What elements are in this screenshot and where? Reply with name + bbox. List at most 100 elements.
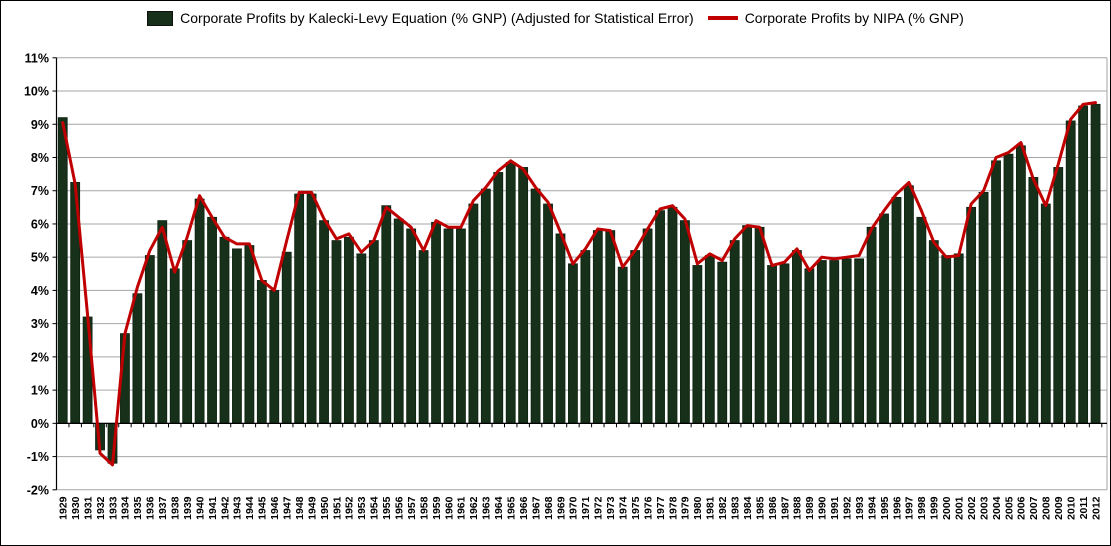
x-tick-label: 1952 bbox=[344, 496, 356, 520]
x-tick-label: 1939 bbox=[182, 496, 194, 520]
bar bbox=[256, 280, 267, 424]
x-tick-label: 1944 bbox=[244, 496, 256, 520]
bar bbox=[1053, 167, 1064, 424]
x-tick-label: 2007 bbox=[1028, 496, 1040, 520]
x-tick-label: 1978 bbox=[667, 496, 679, 520]
bars-series-kalecki bbox=[57, 103, 1101, 464]
x-tick-label: 1936 bbox=[145, 496, 157, 520]
x-tick-label: 1957 bbox=[406, 496, 418, 520]
bar bbox=[580, 250, 591, 424]
bar bbox=[941, 255, 952, 424]
x-tick-label: 2004 bbox=[991, 496, 1003, 520]
legend-item-nipa: Corporate Profits by NIPA (% GNP) bbox=[707, 10, 964, 26]
x-tick-label: 1935 bbox=[132, 496, 144, 520]
line-series-nipa bbox=[61, 101, 1098, 467]
bar bbox=[841, 258, 852, 424]
bar bbox=[169, 268, 180, 424]
legend-item-kalecki: Corporate Profits by Kalecki-Levy Equati… bbox=[147, 10, 694, 26]
x-tick-label: 1987 bbox=[779, 496, 791, 520]
bar bbox=[928, 240, 939, 424]
bar bbox=[132, 293, 143, 424]
bar bbox=[431, 221, 441, 424]
x-tick-label: 1930 bbox=[70, 496, 82, 520]
bar bbox=[281, 251, 292, 424]
bar bbox=[953, 253, 964, 424]
x-tick-label: 1989 bbox=[804, 496, 816, 520]
x-tick-label: 1995 bbox=[879, 496, 891, 520]
x-tick-label: 1964 bbox=[493, 496, 505, 520]
x-tick-label: 1976 bbox=[642, 496, 654, 520]
bar bbox=[1028, 177, 1039, 424]
x-tick-label: 1950 bbox=[319, 496, 331, 520]
x-tick-label: 1941 bbox=[207, 496, 219, 520]
x-tick-label: 1997 bbox=[904, 496, 916, 520]
bar bbox=[729, 240, 740, 424]
bar bbox=[866, 226, 877, 424]
x-tick-label: 1974 bbox=[618, 496, 630, 520]
x-tick-label: 1961 bbox=[456, 496, 468, 520]
bar bbox=[879, 213, 889, 424]
x-tick-label: 1968 bbox=[543, 496, 555, 520]
bar bbox=[692, 265, 703, 424]
bar bbox=[630, 250, 641, 424]
x-tick-label: 2012 bbox=[1090, 496, 1102, 520]
x-tick-label: 1973 bbox=[605, 496, 617, 520]
nipa-series-line-marker-icon bbox=[707, 16, 738, 20]
bar bbox=[443, 228, 454, 424]
bar bbox=[642, 228, 653, 424]
x-tick-label: 2009 bbox=[1053, 496, 1065, 520]
x-tick-label: 1934 bbox=[120, 496, 132, 520]
bar bbox=[182, 240, 193, 424]
x-tick-label: 1996 bbox=[891, 496, 903, 520]
x-tick-label: 1958 bbox=[418, 496, 430, 520]
kalecki-series-label: Corporate Profits by Kalecki-Levy Equati… bbox=[180, 10, 694, 26]
x-tick-label: 1983 bbox=[730, 496, 742, 520]
bar bbox=[219, 236, 230, 424]
bar bbox=[518, 167, 529, 424]
y-axis-labels: 11% 10% 9% 8% 7% 6% 5% 4% 3% 2% 1% 0% -1% -2% bbox=[24, 51, 49, 497]
x-tick-label: 1945 bbox=[257, 496, 269, 520]
y-tick-label: 8% bbox=[31, 151, 49, 165]
kalecki-series-swatch-icon bbox=[147, 10, 174, 26]
x-tick-label: 1959 bbox=[431, 496, 443, 520]
x-tick-label: 1946 bbox=[269, 496, 281, 520]
x-tick-label: 2000 bbox=[941, 496, 953, 520]
y-tick-label: 2% bbox=[31, 350, 49, 364]
x-tick-label: 1929 bbox=[58, 496, 70, 520]
x-tick-label: 1970 bbox=[568, 496, 580, 520]
x-tick-label: 1949 bbox=[306, 496, 318, 520]
x-tick-label: 1998 bbox=[916, 496, 928, 520]
bar bbox=[704, 255, 715, 424]
x-tick-label: 1988 bbox=[792, 496, 804, 520]
x-tick-label: 1979 bbox=[680, 496, 692, 520]
y-tick-label: -1% bbox=[27, 450, 49, 464]
bar bbox=[966, 206, 977, 424]
x-tick-label: 1947 bbox=[282, 496, 294, 520]
x-tick-label: 2003 bbox=[978, 496, 990, 520]
x-tick-label: 1982 bbox=[717, 496, 729, 520]
y-tick-label: -2% bbox=[27, 483, 49, 497]
bar bbox=[269, 290, 280, 424]
bar bbox=[792, 250, 802, 424]
x-tick-label: 1977 bbox=[655, 496, 667, 520]
bar bbox=[991, 160, 1001, 424]
bar bbox=[829, 260, 840, 424]
x-tick-label: 1991 bbox=[829, 496, 841, 520]
bar bbox=[767, 265, 777, 424]
x-tick-label: 1931 bbox=[82, 496, 94, 520]
x-tick-label: 1992 bbox=[842, 496, 854, 520]
bar bbox=[294, 193, 305, 424]
x-axis-labels: 1929 1930 1931 1932 1933 1934 1935 1936 1937 1938… bbox=[58, 496, 1103, 520]
bar bbox=[468, 203, 479, 424]
bar bbox=[754, 226, 765, 424]
x-tick-label: 2002 bbox=[966, 496, 978, 520]
x-tick-label: 1960 bbox=[443, 496, 455, 520]
bar bbox=[804, 268, 815, 424]
bar bbox=[505, 162, 516, 424]
x-tick-label: 1955 bbox=[381, 496, 393, 520]
x-tick-label: 1999 bbox=[929, 496, 941, 520]
y-tick-label: 3% bbox=[31, 317, 49, 331]
y-tick-label: 1% bbox=[31, 384, 49, 398]
